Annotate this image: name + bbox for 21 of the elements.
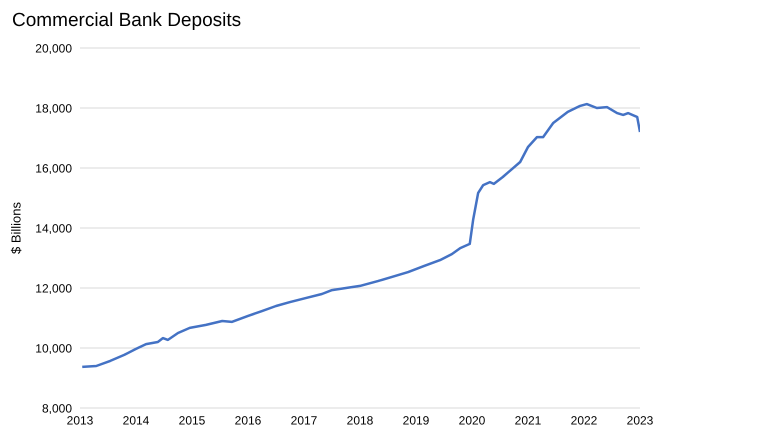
y-tick-label: 16,000 — [35, 161, 72, 176]
x-tick-label: 2013 — [66, 414, 94, 428]
chart-title: Commercial Bank Deposits — [12, 10, 242, 32]
x-tick-label: 2020 — [458, 414, 486, 428]
x-tick-label: 2019 — [402, 414, 430, 428]
x-tick-label: 2017 — [290, 414, 318, 428]
y-tick-label: 20,000 — [35, 41, 72, 56]
y-tick-label: 18,000 — [35, 101, 72, 116]
x-tick-label: 2015 — [178, 414, 206, 428]
x-tick-label: 2022 — [570, 414, 598, 428]
x-tick-label: 2018 — [346, 414, 374, 428]
x-tick-label: 2023 — [626, 414, 654, 428]
y-tick-label: 8,000 — [42, 401, 72, 416]
x-tick-label: 2014 — [122, 414, 150, 428]
y-tick-label: 10,000 — [35, 341, 72, 356]
y-tick-label: 14,000 — [35, 221, 72, 236]
y-axis-title: $ Billions — [8, 201, 24, 254]
x-tick-label: 2016 — [234, 414, 262, 428]
line-series — [80, 102, 640, 368]
x-tick-label: 2021 — [514, 414, 542, 428]
y-tick-label: 12,000 — [35, 281, 72, 296]
